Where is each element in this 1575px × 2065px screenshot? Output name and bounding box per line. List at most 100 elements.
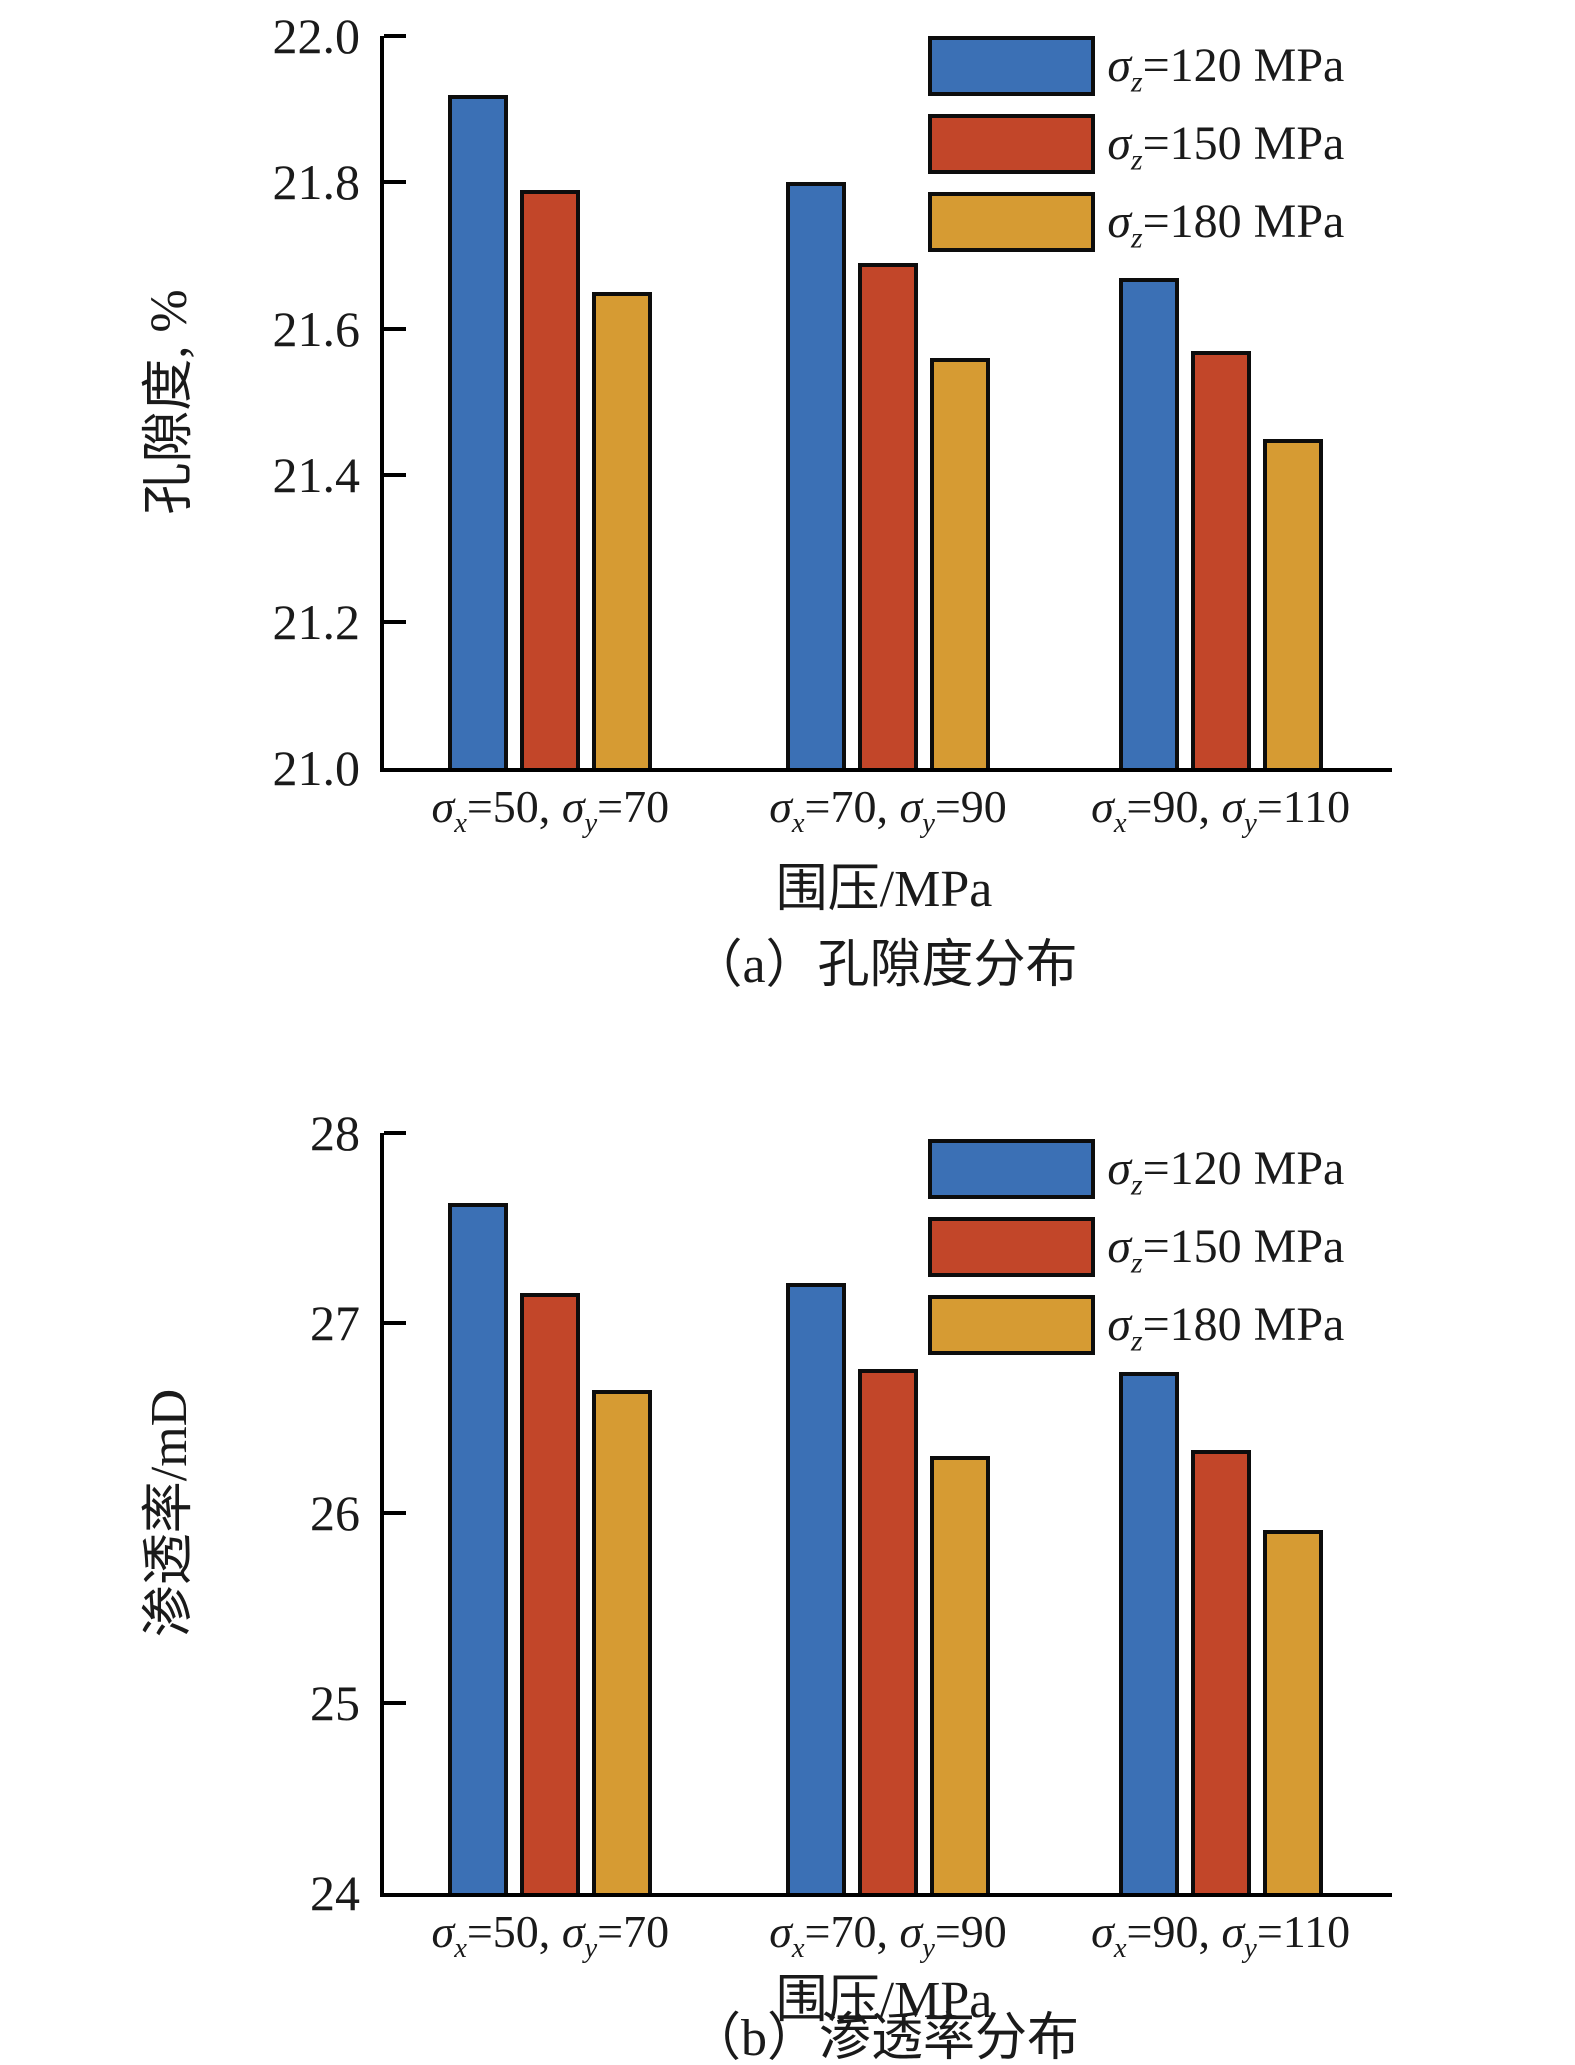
y-tick-label: 24	[310, 1865, 360, 1921]
bar-a-group2-series3	[930, 358, 990, 768]
sigma-symbol: σ	[431, 1906, 455, 1957]
legend-row: σz=150 MPa	[928, 1217, 1345, 1280]
sigma-symbol: σ	[1107, 39, 1131, 92]
bar-a-group1-series1	[448, 94, 509, 768]
x-tick-label: σx=50, σy=70	[431, 781, 670, 840]
legend-label: σz=180 MPa	[1107, 1298, 1345, 1358]
sigma-symbol: σ	[561, 781, 585, 832]
x-tick-label: σx=70, σy=90	[769, 781, 1007, 840]
x-tick-label: σx=90, σy=110	[1091, 1906, 1351, 1965]
sigma-symbol: σ	[899, 781, 923, 832]
legend: σz=120 MPa σz=150 MPa σz=180 MPa	[928, 36, 1345, 255]
bar-b-group3-series2	[1190, 1450, 1251, 1893]
y-tick-label: 26	[310, 1485, 360, 1541]
y-tick-label: 21.6	[272, 300, 361, 357]
sigma-subscript: z	[1130, 143, 1143, 177]
sigma-subscript: y	[584, 1933, 598, 1965]
x-axis-label-permeability: 围压/MPa	[775, 1972, 993, 2029]
bar-a-group3-series3	[1262, 438, 1323, 768]
bar-a-group1-series3	[592, 292, 653, 768]
sigma-subscript: z	[1130, 65, 1143, 99]
plot-area-porosity: 21.0 21.2 21.4 21.6 21.8 22.0 σx=50, σy=70 σx=7…	[273, 11, 1392, 838]
sigma-symbol: σ	[1091, 1906, 1114, 1957]
sigma-subscript: z	[1130, 1246, 1143, 1280]
bar-b-group2-series3	[930, 1456, 990, 1893]
sigma-subscript: y	[1244, 1933, 1257, 1965]
y-tick-mark	[384, 473, 406, 478]
bar-a-group2-series2	[858, 262, 918, 768]
sigma-subscript: x	[454, 1933, 467, 1965]
legend-label: σz=150 MPa	[1107, 1220, 1345, 1280]
bar-b-group2-series2	[858, 1368, 918, 1893]
sigma-symbol: σ	[1107, 1142, 1131, 1195]
sigma-symbol: σ	[1107, 117, 1131, 170]
y-tick-mark	[384, 1511, 406, 1515]
sigma-symbol: σ	[1221, 1906, 1245, 1957]
legend-row: σz=120 MPa	[928, 1139, 1345, 1202]
legend-swatch	[928, 36, 1096, 96]
bar-a-group2-series1	[786, 182, 846, 768]
y-tick-label: 25	[310, 1675, 360, 1731]
y-tick-mark	[384, 34, 406, 38]
bar-a-group1-series2	[520, 189, 581, 768]
legend-swatch	[928, 114, 1096, 174]
sigma-subscript: y	[922, 1933, 935, 1965]
sigma-subscript: y	[922, 808, 935, 840]
y-tick-mark	[384, 180, 406, 185]
y-tick-label: 21.4	[272, 447, 361, 504]
sigma-subscript: x	[454, 808, 467, 840]
bar-b-group1-series1	[448, 1203, 509, 1893]
legend-label: σz=120 MPa	[1107, 1142, 1345, 1202]
y-tick-label: 21.2	[272, 593, 361, 650]
sigma-symbol: σ	[1107, 195, 1131, 248]
legend-label: σz=150 MPa	[1107, 117, 1345, 177]
sigma-subscript: z	[1130, 1324, 1143, 1358]
y-tick-label: 27	[310, 1295, 360, 1351]
plot-area-permeability: 24 25 26 27 28 σx=50, σy=70 σx=70, σy=90 σx=90,…	[310, 1108, 1392, 1963]
legend-row: σz=150 MPa	[928, 114, 1345, 177]
x-tick-label: σx=70, σy=90	[769, 1906, 1007, 1965]
y-tick-mark	[384, 1701, 406, 1705]
legend-row: σz=120 MPa	[928, 36, 1345, 99]
y-tick-label: 22.0	[272, 8, 361, 64]
bar-b-group3-series3	[1262, 1530, 1323, 1893]
x-tick-label: σx=90, σy=110	[1091, 781, 1351, 840]
y-tick-mark	[384, 619, 406, 624]
sigma-subscript: x	[791, 1933, 805, 1965]
bar-b-group3-series1	[1118, 1372, 1179, 1893]
bar-b-group1-series3	[592, 1389, 653, 1893]
sigma-symbol: σ	[769, 1906, 792, 1957]
sigma-symbol: σ	[431, 781, 455, 832]
sigma-symbol: σ	[769, 781, 792, 832]
y-tick-mark	[384, 326, 406, 331]
y-tick-mark	[384, 1131, 406, 1135]
legend-row: σz=180 MPa	[928, 1295, 1345, 1358]
caption-a: （a）孔隙度分布	[690, 937, 1078, 994]
sigma-subscript: z	[1130, 221, 1143, 255]
x-axis-label-porosity: 围压/MPa	[775, 861, 993, 918]
bar-a-group3-series1	[1118, 277, 1179, 768]
bar-b-group1-series2	[520, 1292, 581, 1893]
legend-swatch	[928, 1295, 1096, 1355]
sigma-subscript: x	[791, 808, 805, 840]
x-tick-label: σx=50, σy=70	[431, 1906, 670, 1965]
legend-label: σz=180 MPa	[1107, 195, 1345, 255]
bar-b-group2-series1	[786, 1283, 846, 1893]
legend-swatch	[928, 1217, 1096, 1277]
sigma-symbol: σ	[561, 1906, 585, 1957]
legend-swatch	[928, 192, 1096, 252]
sigma-subscript: z	[1130, 1168, 1143, 1202]
sigma-subscript: y	[1244, 808, 1257, 840]
y-tick-label: 21.8	[272, 154, 361, 211]
sigma-symbol: σ	[1107, 1298, 1131, 1351]
sigma-symbol: σ	[1091, 781, 1114, 832]
legend-row: σz=180 MPa	[928, 192, 1345, 255]
legend-swatch	[928, 1139, 1096, 1199]
sigma-symbol: σ	[1107, 1220, 1131, 1273]
legend-label: σz=120 MPa	[1107, 39, 1345, 99]
y-axis-label-permeability: 渗透率/mD	[141, 1388, 198, 1638]
y-tick-mark	[384, 1321, 406, 1325]
y-axis-label-porosity: 孔隙度, %	[141, 289, 198, 515]
sigma-symbol: σ	[1221, 781, 1245, 832]
